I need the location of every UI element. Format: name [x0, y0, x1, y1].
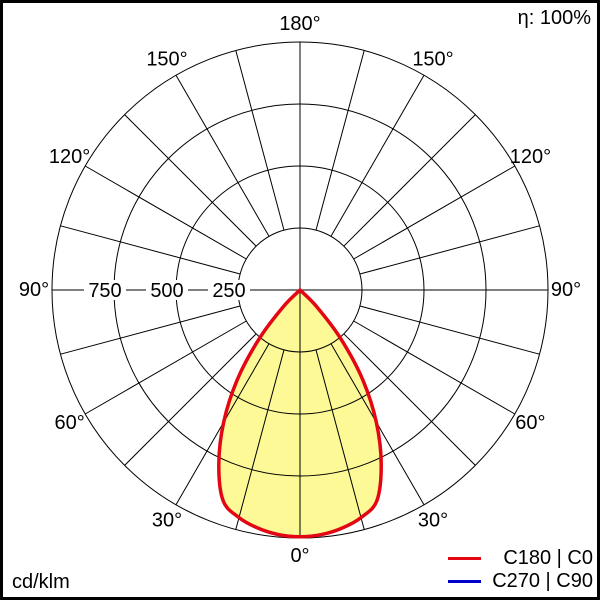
- legend-line-red: [448, 556, 481, 560]
- angle-label-150-left: 150°: [146, 49, 187, 71]
- grid-spoke: [124, 333, 257, 466]
- grid-spoke: [359, 225, 540, 275]
- ring-label-bg: [146, 280, 188, 300]
- grid-spoke: [84, 320, 247, 415]
- angle-label-180: 180°: [279, 13, 320, 35]
- legend-item-c270-c90: C270 | C90: [448, 570, 593, 592]
- grid-spoke: [84, 165, 247, 260]
- legend-line-blue: [448, 579, 481, 583]
- grid-spoke: [315, 50, 365, 231]
- angle-label-150-right: 150°: [412, 49, 453, 71]
- grid-spoke: [235, 50, 285, 231]
- angle-label-60-right: 60°: [515, 412, 545, 434]
- grid-spoke: [175, 74, 270, 237]
- grid-spoke: [343, 333, 476, 466]
- grid-spoke: [359, 305, 540, 355]
- grid-spoke: [60, 305, 241, 355]
- grid-spoke: [343, 114, 476, 247]
- angle-label-120-left: 120°: [49, 146, 90, 168]
- angle-label-0: 0°: [290, 545, 309, 567]
- ring-label-250: 250: [212, 280, 245, 302]
- angle-label-120-right: 120°: [510, 146, 551, 168]
- grid-spoke: [124, 114, 257, 247]
- grid-spoke: [353, 165, 516, 260]
- unit-label: cd/klm: [12, 571, 70, 593]
- grid-spoke: [330, 74, 425, 237]
- angle-label-30-left: 30°: [152, 509, 182, 531]
- legend-label-c270-c90: C270 | C90: [492, 569, 593, 592]
- angle-label-90-right: 90°: [551, 279, 581, 301]
- ring-label-bg: [208, 280, 250, 300]
- legend: C180 | C0 C270 | C90: [448, 547, 593, 592]
- grid-spoke: [60, 225, 241, 275]
- grid-spoke: [353, 320, 516, 415]
- legend-label-c180-c0: C180 | C0: [503, 546, 593, 569]
- curve-c180-c0: [217, 288, 383, 539]
- angle-label-90-left: 90°: [19, 279, 49, 301]
- ring-label-750: 750: [88, 280, 121, 302]
- angle-label-60-left: 60°: [54, 412, 84, 434]
- efficiency-label: η: 100%: [517, 7, 591, 29]
- angle-label-30-right: 30°: [418, 509, 448, 531]
- ring-label-bg: [84, 280, 126, 300]
- ring-label-500: 500: [150, 280, 183, 302]
- grid-spoke: [315, 349, 365, 530]
- grid-spoke: [235, 349, 285, 530]
- legend-item-c180-c0: C180 | C0: [448, 547, 593, 569]
